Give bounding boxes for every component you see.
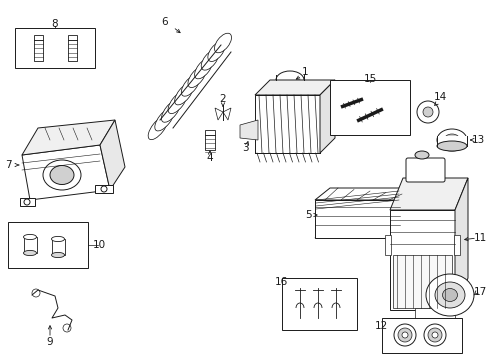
Text: 4: 4 bbox=[206, 153, 213, 163]
Ellipse shape bbox=[51, 252, 64, 258]
Bar bbox=[381, 318, 461, 353]
Bar bbox=[20, 198, 35, 206]
Ellipse shape bbox=[436, 141, 466, 151]
Polygon shape bbox=[392, 255, 451, 308]
Circle shape bbox=[423, 324, 445, 346]
Bar bbox=[384, 235, 390, 255]
Text: 1: 1 bbox=[301, 67, 307, 77]
Bar bbox=[204, 130, 215, 135]
Ellipse shape bbox=[425, 274, 473, 316]
Ellipse shape bbox=[50, 166, 74, 185]
Circle shape bbox=[24, 199, 30, 205]
Polygon shape bbox=[319, 80, 334, 153]
Text: 2: 2 bbox=[219, 94, 226, 104]
Circle shape bbox=[397, 328, 411, 342]
Text: 16: 16 bbox=[274, 277, 287, 287]
Polygon shape bbox=[100, 120, 125, 190]
Polygon shape bbox=[22, 145, 110, 200]
Text: 14: 14 bbox=[432, 92, 446, 102]
FancyBboxPatch shape bbox=[405, 158, 444, 182]
Text: 10: 10 bbox=[92, 240, 105, 250]
Text: 7: 7 bbox=[5, 160, 11, 170]
Bar bbox=[67, 35, 76, 40]
Ellipse shape bbox=[161, 100, 180, 122]
Ellipse shape bbox=[43, 160, 81, 190]
Ellipse shape bbox=[168, 91, 186, 113]
Bar bbox=[34, 35, 42, 40]
Ellipse shape bbox=[155, 108, 174, 131]
Polygon shape bbox=[389, 210, 454, 310]
Ellipse shape bbox=[207, 41, 224, 62]
Bar bbox=[95, 185, 113, 193]
Text: 8: 8 bbox=[52, 19, 58, 29]
Polygon shape bbox=[414, 308, 454, 325]
Ellipse shape bbox=[443, 134, 459, 146]
Ellipse shape bbox=[201, 50, 218, 70]
Bar bbox=[254, 95, 319, 153]
Bar bbox=[282, 278, 356, 330]
Bar bbox=[436, 136, 466, 146]
Circle shape bbox=[32, 289, 40, 297]
Ellipse shape bbox=[214, 33, 231, 53]
Ellipse shape bbox=[414, 151, 428, 159]
Ellipse shape bbox=[187, 67, 205, 87]
Polygon shape bbox=[223, 108, 230, 120]
Bar bbox=[314, 200, 399, 238]
Polygon shape bbox=[389, 178, 467, 210]
Ellipse shape bbox=[436, 129, 466, 151]
Ellipse shape bbox=[442, 288, 457, 302]
Bar bbox=[8, 222, 88, 268]
Ellipse shape bbox=[23, 251, 37, 256]
Ellipse shape bbox=[174, 83, 193, 105]
Circle shape bbox=[427, 328, 441, 342]
Text: 15: 15 bbox=[363, 74, 376, 84]
Text: 5: 5 bbox=[304, 210, 311, 220]
Text: 13: 13 bbox=[470, 135, 484, 145]
Ellipse shape bbox=[181, 75, 199, 96]
Ellipse shape bbox=[194, 58, 212, 79]
Ellipse shape bbox=[434, 282, 464, 308]
Bar bbox=[453, 235, 459, 255]
Polygon shape bbox=[254, 80, 334, 95]
Ellipse shape bbox=[23, 234, 37, 240]
Polygon shape bbox=[240, 120, 258, 140]
Ellipse shape bbox=[51, 237, 64, 242]
Polygon shape bbox=[314, 188, 414, 200]
Polygon shape bbox=[215, 108, 223, 120]
Text: 11: 11 bbox=[472, 233, 486, 243]
Circle shape bbox=[393, 324, 415, 346]
Text: 6: 6 bbox=[162, 17, 168, 27]
Bar bbox=[51, 239, 64, 255]
Bar bbox=[329, 80, 409, 135]
Text: 9: 9 bbox=[46, 337, 53, 347]
Circle shape bbox=[101, 186, 107, 192]
Polygon shape bbox=[314, 225, 414, 238]
Text: 3: 3 bbox=[241, 143, 248, 153]
Bar bbox=[23, 237, 37, 253]
Bar bbox=[15, 28, 95, 68]
Text: 12: 12 bbox=[374, 321, 387, 331]
Circle shape bbox=[422, 107, 432, 117]
Polygon shape bbox=[399, 188, 414, 238]
Circle shape bbox=[63, 324, 71, 332]
Polygon shape bbox=[22, 120, 115, 155]
Polygon shape bbox=[454, 178, 467, 310]
Circle shape bbox=[401, 332, 407, 338]
Ellipse shape bbox=[148, 116, 167, 140]
Text: 17: 17 bbox=[472, 287, 486, 297]
Circle shape bbox=[416, 101, 438, 123]
Circle shape bbox=[431, 332, 437, 338]
